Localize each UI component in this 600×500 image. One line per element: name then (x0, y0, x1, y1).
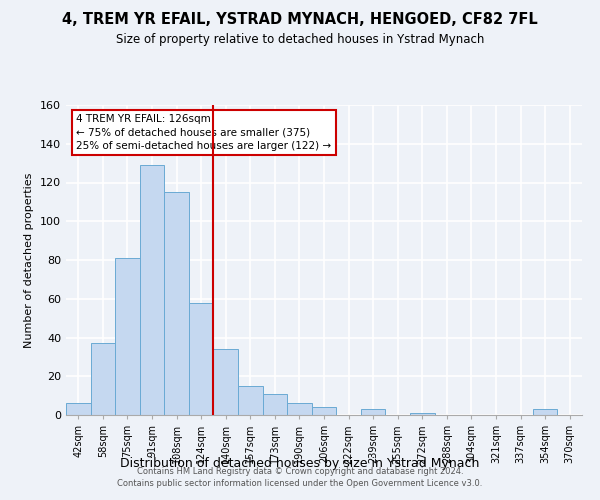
Text: Distribution of detached houses by size in Ystrad Mynach: Distribution of detached houses by size … (121, 458, 479, 470)
Text: 4, TREM YR EFAIL, YSTRAD MYNACH, HENGOED, CF82 7FL: 4, TREM YR EFAIL, YSTRAD MYNACH, HENGOED… (62, 12, 538, 28)
Bar (263, 394, 287, 415)
Bar (189, 302, 214, 415)
Y-axis label: Number of detached properties: Number of detached properties (25, 172, 34, 348)
Bar (312, 407, 336, 415)
Text: Size of property relative to detached houses in Ystrad Mynach: Size of property relative to detached ho… (116, 32, 484, 46)
Text: Contains HM Land Registry data © Crown copyright and database right 2024.
Contai: Contains HM Land Registry data © Crown c… (118, 466, 482, 487)
Bar (91, 344, 115, 415)
Bar (66, 404, 91, 415)
Text: 4 TREM YR EFAIL: 126sqm
← 75% of detached houses are smaller (375)
25% of semi-d: 4 TREM YR EFAIL: 126sqm ← 75% of detache… (76, 114, 331, 150)
Bar (115, 258, 140, 415)
Bar (410, 413, 434, 415)
Bar (287, 404, 312, 415)
Bar (140, 165, 164, 415)
Bar (214, 349, 238, 415)
Bar (238, 386, 263, 415)
Bar (533, 409, 557, 415)
Bar (361, 409, 385, 415)
Bar (164, 192, 189, 415)
